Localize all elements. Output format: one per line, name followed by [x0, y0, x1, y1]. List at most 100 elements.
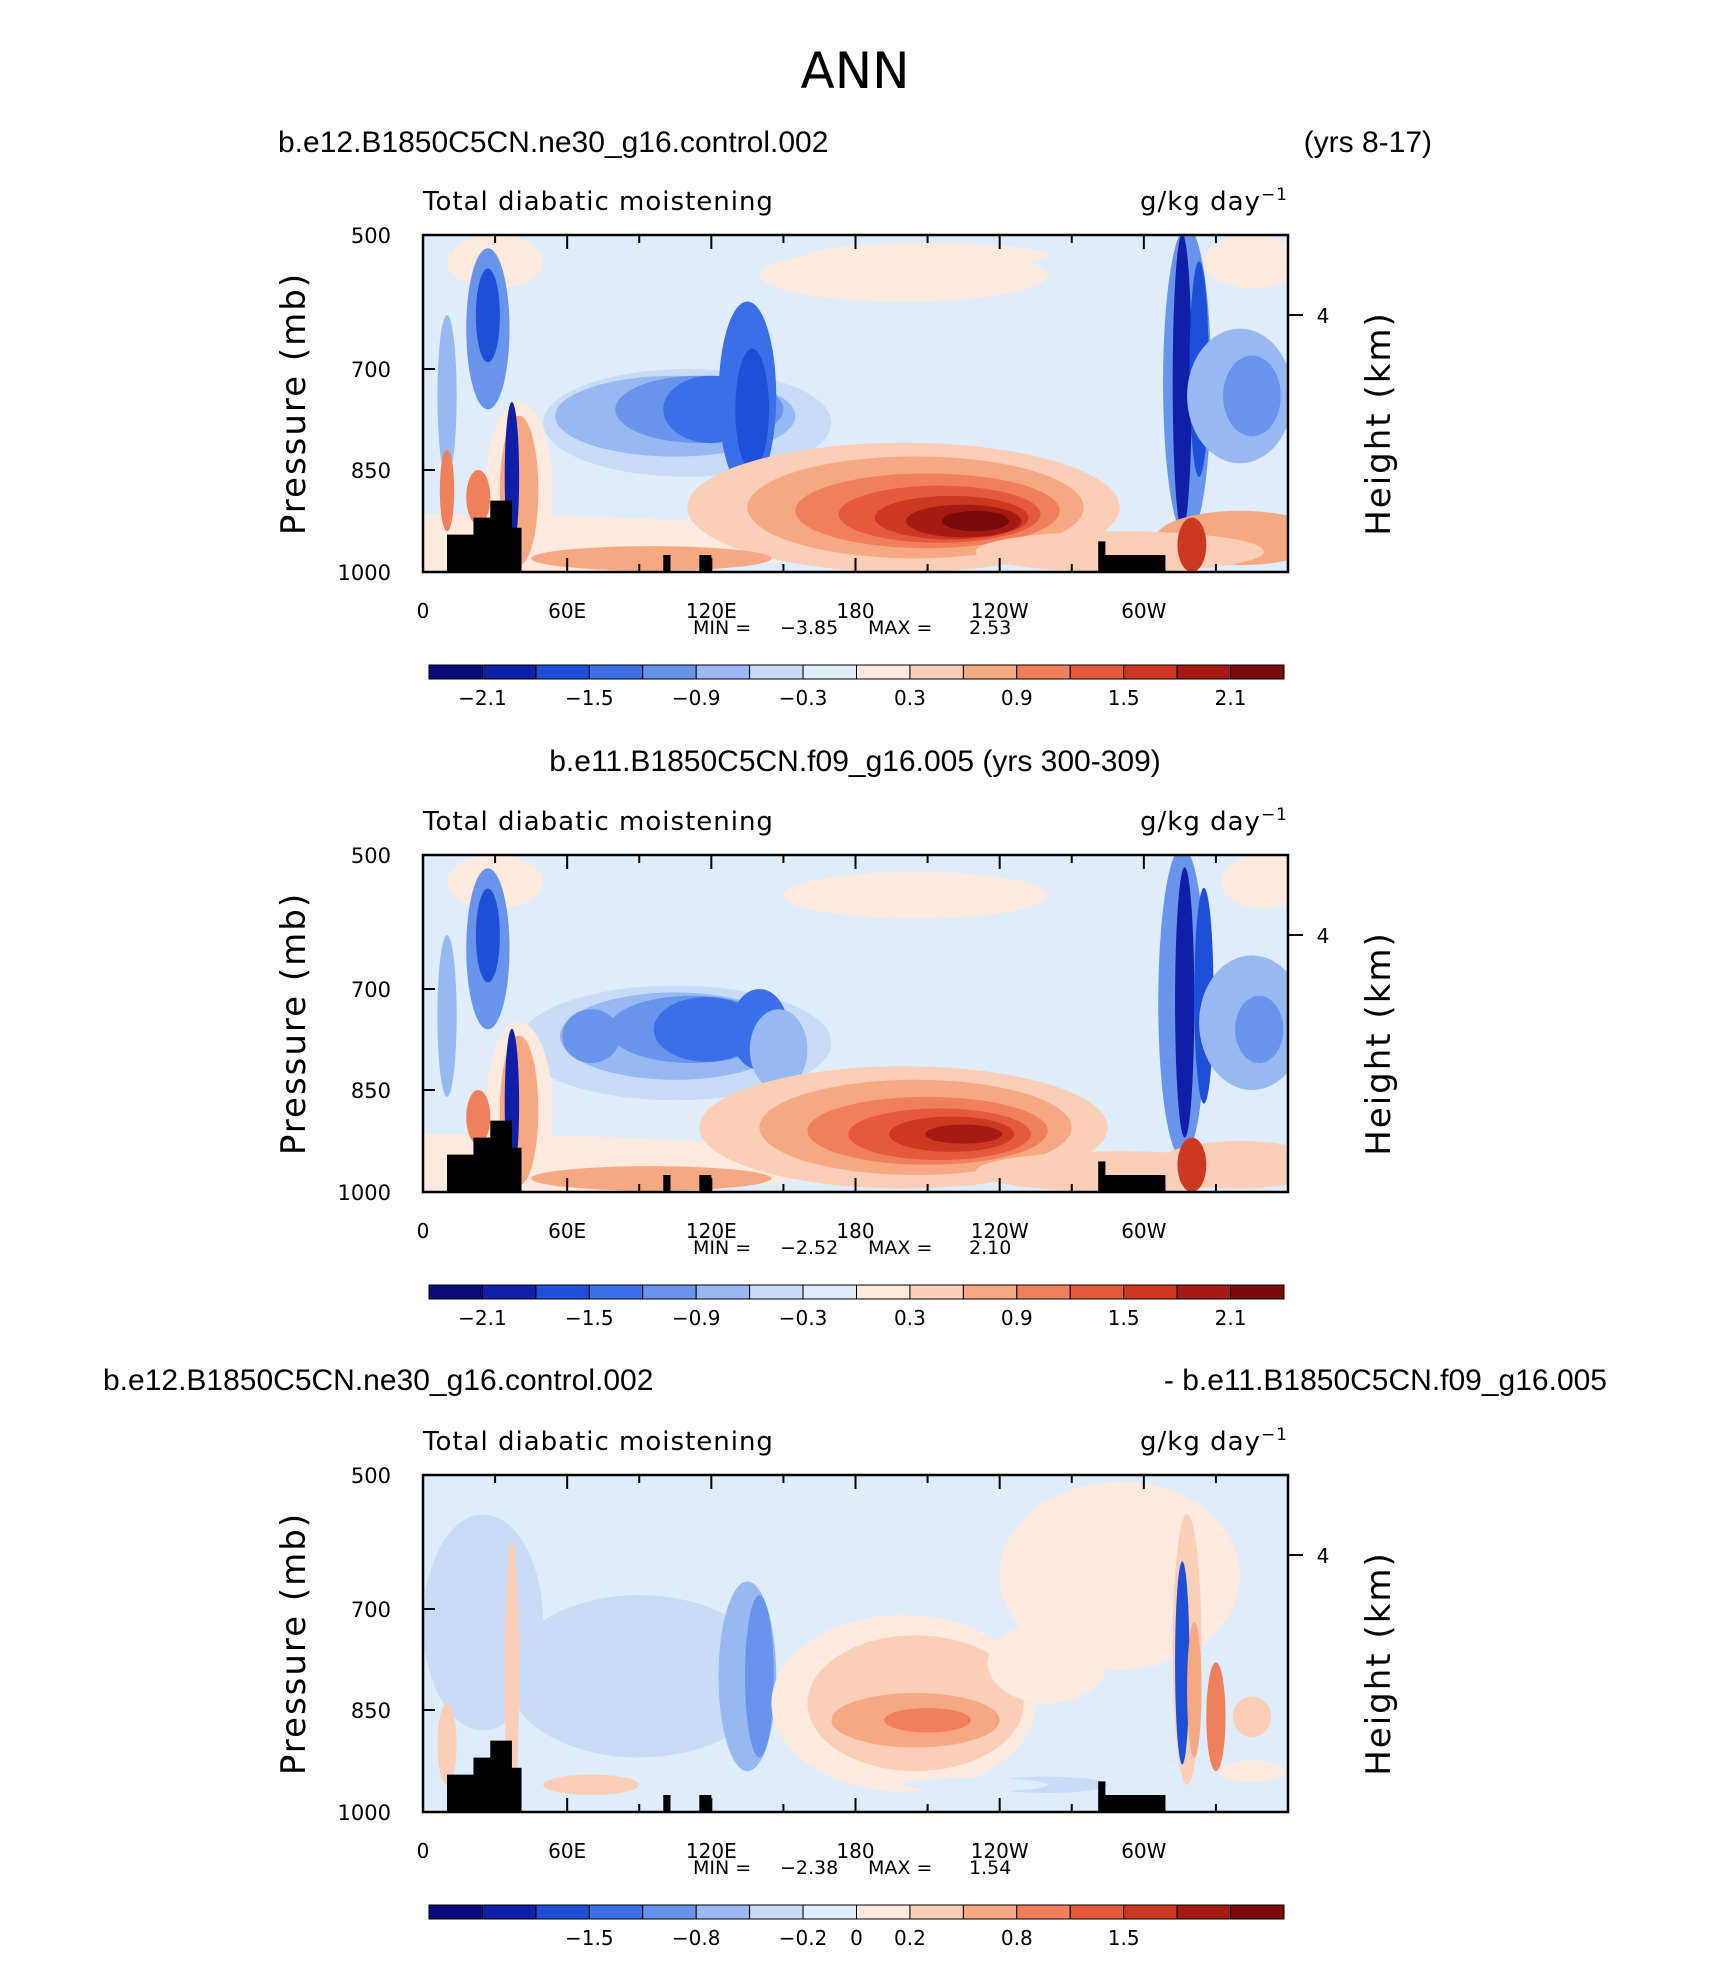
colorbar-label: 1.5 — [1108, 1926, 1140, 1950]
colorbar-label: 0 — [850, 1926, 863, 1950]
contour-region — [1172, 235, 1192, 532]
contour-region — [439, 449, 455, 532]
diff-case-right: - b.e11.B1850C5CN.f09_g16.005 — [1163, 1364, 1607, 1397]
x-tick-label: 60W — [1121, 1219, 1166, 1243]
contour-field — [423, 235, 1288, 572]
x-tick-label: 60E — [548, 1839, 586, 1863]
contour-region — [884, 1707, 971, 1733]
colorbar-label: −0.9 — [672, 1306, 721, 1330]
subtitle-left: Total diabatic moistening — [422, 807, 774, 837]
max-label: MAX = — [868, 1857, 932, 1879]
topography-andes — [1098, 1161, 1166, 1192]
contour-region — [1235, 995, 1284, 1064]
colorbar-label: 0.2 — [894, 1926, 926, 1950]
max-value: 1.54 — [969, 1857, 1011, 1879]
contour-region — [1175, 1561, 1190, 1765]
colorbar-swatch — [1069, 664, 1125, 680]
colorbar-swatch — [428, 1284, 483, 1300]
contour-region — [1206, 1662, 1226, 1772]
colorbar-label: 2.1 — [1215, 1306, 1247, 1330]
x-tick-label: 60E — [548, 1219, 586, 1243]
colorbar-swatch — [856, 1904, 911, 1920]
colorbar-swatch — [642, 1284, 697, 1300]
contour-region — [1187, 1622, 1202, 1758]
y-tick-label: 500 — [351, 1464, 391, 1488]
topography-africa — [447, 1740, 522, 1812]
colorbar-label: −1.5 — [565, 1926, 614, 1950]
colorbar-label: 0.9 — [1001, 1306, 1033, 1330]
x-tick-label: 180 — [836, 599, 874, 623]
contour-region — [423, 1514, 544, 1731]
y-right-tick-label: 4 — [1317, 304, 1330, 328]
y-tick-label: 850 — [351, 1079, 391, 1103]
contour-region — [1177, 517, 1207, 572]
colorbar-swatch — [588, 1284, 644, 1300]
colorbar-swatch — [962, 664, 1018, 680]
panel2-case-name: b.e11.B1850C5CN.f09_g16.005 (yrs 300-309… — [549, 745, 1161, 778]
contour-region — [807, 243, 1048, 268]
contour-region — [1223, 355, 1281, 437]
colorbar-swatch — [1230, 1904, 1285, 1920]
x-tick-label: 0 — [417, 1839, 430, 1863]
contour-field — [423, 855, 1288, 1192]
y-right-tick-label: 4 — [1317, 1544, 1330, 1568]
colorbar-swatch — [749, 1284, 804, 1300]
contour-region — [437, 315, 457, 477]
contour-region — [1177, 1137, 1207, 1192]
colorbar-swatch — [1230, 1284, 1285, 1300]
max-label: MAX = — [868, 1237, 932, 1259]
colorbar-swatch — [588, 1904, 644, 1920]
x-tick-label: 180 — [836, 1839, 874, 1863]
topography-andes — [1098, 1781, 1166, 1812]
x-tick-label: 120W — [971, 1839, 1029, 1863]
y-tick-label: 850 — [351, 459, 391, 483]
max-value: 2.10 — [969, 1237, 1011, 1259]
colorbar-label: −1.5 — [565, 1306, 614, 1330]
colorbar-label: −0.2 — [779, 1926, 828, 1950]
x-tick-label: 180 — [836, 1219, 874, 1243]
y-axis-title: Pressure (mb) — [274, 272, 314, 535]
colorbar-label: −0.3 — [779, 686, 828, 710]
min-label: MIN = — [693, 1237, 751, 1259]
panel1-case-name: b.e12.B1850C5CN.ne30_g16.control.002 — [278, 126, 829, 159]
x-tick-label: 0 — [417, 599, 430, 623]
colorbar-swatch — [802, 1284, 857, 1300]
colorbar-swatch — [695, 1284, 751, 1300]
contour-region — [744, 1595, 774, 1758]
contour-region — [466, 470, 491, 525]
min-label: MIN = — [693, 1857, 751, 1879]
colorbar-swatch — [642, 664, 697, 680]
colorbar-swatch — [535, 1904, 590, 1920]
units-label: g/kg day−1 — [1140, 1425, 1288, 1457]
contour-region — [653, 997, 760, 1062]
colorbar-swatch — [856, 664, 911, 680]
colorbar-swatch — [535, 664, 590, 680]
y-tick-label: 700 — [351, 1598, 391, 1622]
topography-africa — [447, 500, 522, 572]
contour-region — [475, 888, 500, 983]
y-axis-title: Pressure (mb) — [274, 1512, 314, 1775]
units-label: g/kg day−1 — [1140, 805, 1288, 837]
colorbar-swatch — [642, 1904, 697, 1920]
contour-region — [987, 1622, 1108, 1704]
colorbar-label: −0.8 — [672, 1926, 721, 1950]
figure-title: ANN — [800, 42, 910, 100]
contour-region — [1220, 855, 1288, 909]
colorbar-swatch — [1069, 1904, 1125, 1920]
max-value: 2.53 — [969, 617, 1011, 639]
topography-islands — [699, 1175, 712, 1192]
colorbar-swatch — [749, 664, 804, 680]
x-tick-label: 60W — [1121, 599, 1166, 623]
y-tick-label: 850 — [351, 1699, 391, 1723]
colorbar-swatch — [481, 1284, 537, 1300]
colorbar-swatch — [1069, 1284, 1125, 1300]
y-right-tick-label: 4 — [1317, 924, 1330, 948]
colorbar-label: 0.8 — [1001, 1926, 1033, 1950]
topography-islands — [699, 1795, 712, 1812]
units-label: g/kg day−1 — [1140, 185, 1288, 217]
topography-islands — [699, 555, 712, 572]
y-tick-label: 1000 — [338, 561, 391, 585]
colorbar-swatch — [802, 664, 857, 680]
colorbar-label: −1.5 — [565, 686, 614, 710]
